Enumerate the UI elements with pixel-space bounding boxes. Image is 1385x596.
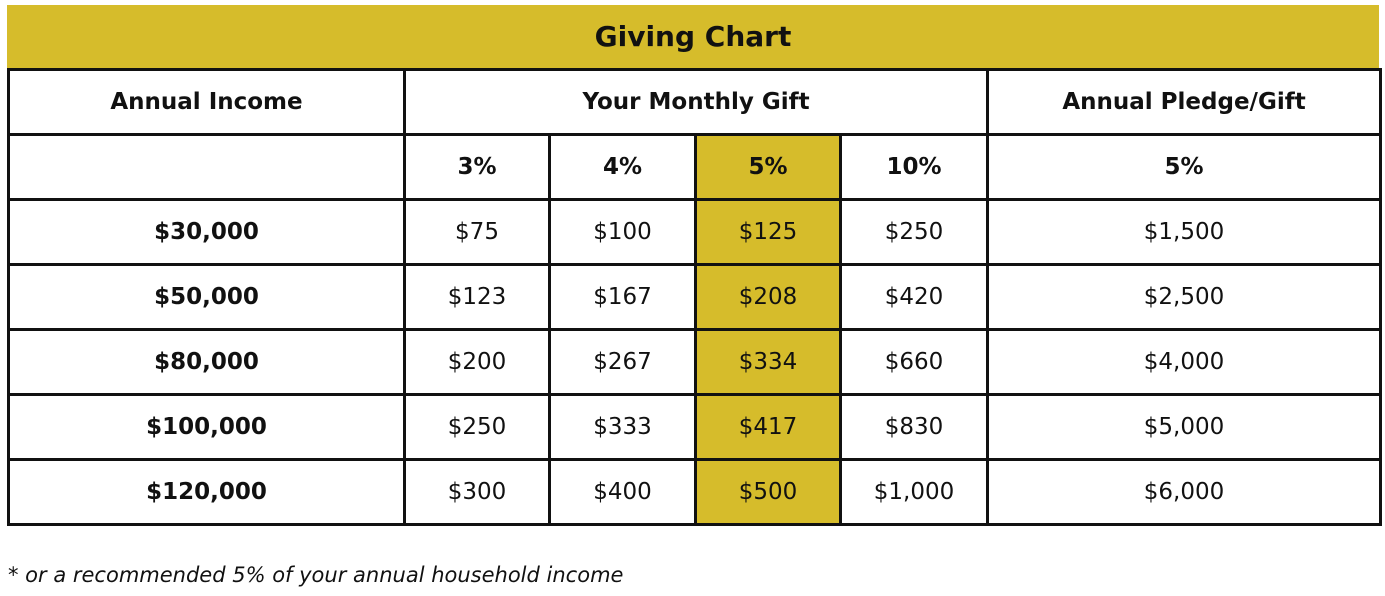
amount-cell: $123 xyxy=(403,263,551,331)
amount-cell: $75 xyxy=(403,198,551,266)
amount-cell: $500 xyxy=(694,458,842,526)
table-row: $30,000 $75 $100 $125 $250 $1,500 xyxy=(7,198,1383,266)
amount-cell: $200 xyxy=(403,328,551,396)
header-cell: Annual Income xyxy=(7,68,406,136)
amount-cell: $1,000 xyxy=(838,458,990,526)
amount-cell: $5,000 xyxy=(986,393,1383,461)
amount-cell: $4,000 xyxy=(986,328,1383,396)
title: Giving Chart xyxy=(7,5,1379,68)
amount-cell: $6,000 xyxy=(986,458,1383,526)
amount-cell: $660 xyxy=(838,328,990,396)
subheader-cell: 5% xyxy=(986,133,1383,201)
table-body: Annual Income Your Monthly Gift Annual Ple… xyxy=(7,68,1383,526)
amount-cell: $125 xyxy=(694,198,842,266)
amount-cell: $400 xyxy=(548,458,697,526)
amount-cell: $333 xyxy=(548,393,697,461)
amount-cell: $208 xyxy=(694,263,842,331)
footnote: * or a recommended 5% of your annual hou… xyxy=(8,563,624,587)
table-row: $80,000 $200 $267 $334 $660 $4,000 xyxy=(7,328,1383,396)
table-row: Annual Income Your Monthly Gift Annual Ple… xyxy=(7,68,1383,136)
subheader-cell: 10% xyxy=(838,133,990,201)
amount-cell: $420 xyxy=(838,263,990,331)
amount-cell: $300 xyxy=(403,458,551,526)
table-row: 3% 4% 5% 10% 5% xyxy=(7,133,1383,201)
income-cell: $80,000 xyxy=(7,328,406,396)
giving-chart: Giving Chart Annual Income Your Monthly G… xyxy=(7,5,1383,526)
amount-cell: $250 xyxy=(838,198,990,266)
amount-cell: $1,500 xyxy=(986,198,1383,266)
subheader-cell: 4% xyxy=(548,133,697,201)
table-row: $100,000 $250 $333 $417 $830 $5,000 xyxy=(7,393,1383,461)
income-cell: $100,000 xyxy=(7,393,406,461)
empty-cell xyxy=(7,133,406,201)
amount-cell: $100 xyxy=(548,198,697,266)
income-cell: $120,000 xyxy=(7,458,406,526)
subheader-cell: 5% xyxy=(694,133,842,201)
header-cell: Annual Pledge/Gift xyxy=(986,68,1383,136)
income-cell: $30,000 xyxy=(7,198,406,266)
header-cell: Your Monthly Gift xyxy=(402,68,990,136)
amount-cell: $250 xyxy=(403,393,551,461)
amount-cell: $167 xyxy=(548,263,697,331)
amount-cell: $334 xyxy=(694,328,842,396)
income-cell: $50,000 xyxy=(7,263,406,331)
subheader-cell: 3% xyxy=(403,133,551,201)
amount-cell: $2,500 xyxy=(986,263,1383,331)
amount-cell: $267 xyxy=(548,328,697,396)
table-row: $120,000 $300 $400 $500 $1,000 $6,000 xyxy=(7,458,1383,526)
amount-cell: $830 xyxy=(838,393,990,461)
table: Annual Income Your Monthly Gift Annual Ple… xyxy=(7,68,1383,526)
table-row: $50,000 $123 $167 $208 $420 $2,500 xyxy=(7,263,1383,331)
amount-cell: $417 xyxy=(694,393,842,461)
